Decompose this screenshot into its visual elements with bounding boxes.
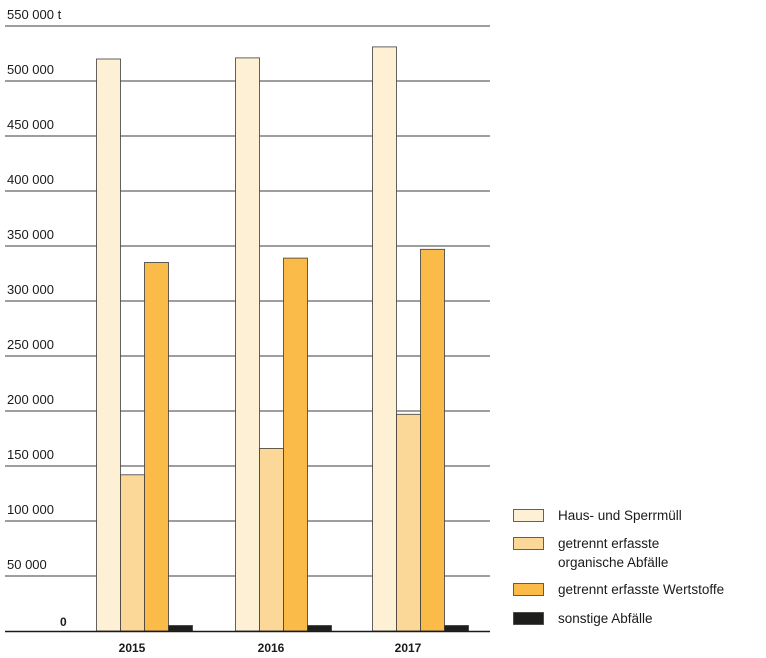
- y-axis-tick-labels: 50 000 100 000 150 000 200 000 250 000 300 00…: [7, 7, 62, 572]
- y-tick-label: 100 000: [7, 502, 54, 517]
- bar: [444, 625, 469, 632]
- legend-swatch: [513, 509, 544, 522]
- legend-label: getrennt erfasste Wertstoffe: [558, 582, 724, 597]
- y-tick-label: 250 000: [7, 337, 54, 352]
- bar: [235, 57, 260, 632]
- y-tick-label: 400 000: [7, 172, 54, 187]
- legend-label: organische Abfälle: [558, 555, 668, 570]
- y-tick-label: 500 000: [7, 62, 54, 77]
- y-tick-label: 450 000: [7, 117, 54, 132]
- bar: [168, 625, 193, 632]
- legend-label: getrennt erfasste: [558, 536, 659, 551]
- y-axis-zero-label: 0: [60, 615, 67, 629]
- x-axis-category-labels: 2015 2016 2017: [119, 641, 422, 655]
- legend-label: Haus- und Sperrmüll: [558, 508, 682, 523]
- x-tick-label: 2016: [258, 641, 285, 655]
- y-tick-label: 150 000: [7, 447, 54, 462]
- legend-swatch: [513, 537, 544, 550]
- y-tick-label: 350 000: [7, 227, 54, 242]
- bar: [283, 257, 308, 632]
- bar: [396, 413, 421, 632]
- legend-swatch: [513, 612, 544, 625]
- bar: [120, 474, 145, 632]
- y-tick-label: 550 000 t: [7, 7, 62, 22]
- y-tick-label: 200 000: [7, 392, 54, 407]
- bar: [96, 58, 121, 632]
- legend: Haus- und Sperrmüll getrennt erfasste orga…: [513, 508, 724, 626]
- bars: [96, 46, 469, 632]
- bar: [372, 46, 397, 632]
- bar: [307, 625, 332, 632]
- y-tick-label: 300 000: [7, 282, 54, 297]
- y-tick-label: 50 000: [7, 557, 47, 572]
- x-tick-label: 2017: [395, 641, 422, 655]
- bar: [144, 262, 169, 632]
- bar: [420, 248, 445, 632]
- legend-label: sonstige Abfälle: [558, 611, 653, 626]
- bar: [259, 447, 284, 632]
- x-tick-label: 2015: [119, 641, 146, 655]
- legend-swatch: [513, 583, 544, 596]
